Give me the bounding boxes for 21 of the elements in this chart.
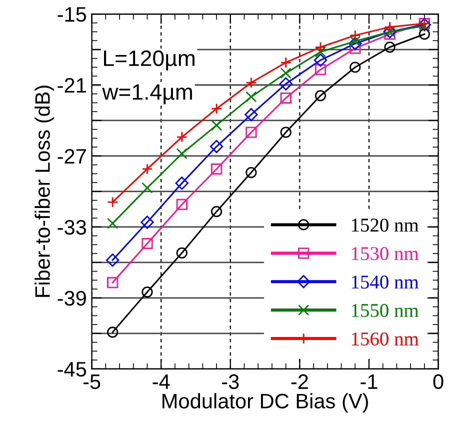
y-tick-label: -21: [58, 78, 86, 93]
legend-label: 1560 nm: [352, 332, 419, 346]
y-tick-label: -39: [58, 290, 86, 306]
x-tick-label: -3: [222, 374, 239, 390]
y-tick-label: -45: [58, 362, 86, 377]
legend-label: 1540 nm: [352, 275, 419, 289]
legend-label: 1520 nm: [352, 218, 419, 232]
x-tick-label: 0: [433, 374, 444, 390]
y-tick-label: -33: [58, 220, 86, 235]
y-axis-title: Fiber-to-fiber Loss (dB): [34, 86, 54, 297]
x-tick-label: -5: [83, 374, 100, 390]
annotation: L=120µm: [104, 50, 194, 71]
y-tick-label: -15: [58, 7, 86, 22]
y-tick-label: -27: [58, 148, 86, 164]
x-tick-label: -2: [291, 374, 308, 389]
x-tick-label: -1: [360, 374, 378, 389]
x-axis-title: Modulator DC Bias (V): [162, 393, 368, 413]
legend-label: 1530 nm: [352, 247, 419, 260]
legend-label: 1550 nm: [352, 304, 419, 318]
annotation: w=1.4µm: [102, 84, 192, 104]
x-tick-label: -4: [152, 374, 170, 389]
